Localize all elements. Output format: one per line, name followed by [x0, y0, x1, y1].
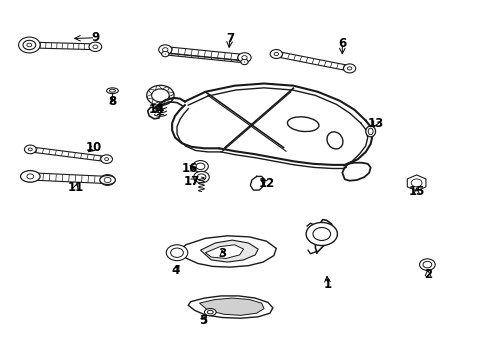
Polygon shape	[30, 147, 107, 162]
Circle shape	[89, 42, 102, 51]
Text: 16: 16	[181, 162, 198, 175]
Text: 3: 3	[218, 247, 226, 260]
Circle shape	[197, 174, 205, 180]
Text: 12: 12	[258, 177, 274, 190]
Ellipse shape	[20, 171, 40, 182]
Polygon shape	[165, 53, 244, 63]
Circle shape	[27, 43, 32, 47]
Circle shape	[170, 248, 183, 257]
Text: 4: 4	[172, 264, 180, 277]
Text: 17: 17	[183, 175, 200, 188]
Polygon shape	[177, 236, 276, 267]
Polygon shape	[30, 173, 108, 184]
Polygon shape	[200, 240, 258, 262]
Text: 11: 11	[67, 181, 84, 194]
Polygon shape	[29, 42, 95, 50]
Circle shape	[100, 175, 115, 185]
Text: 14: 14	[148, 103, 164, 116]
Ellipse shape	[106, 88, 118, 94]
Text: 13: 13	[366, 117, 383, 130]
Circle shape	[104, 158, 108, 161]
Circle shape	[410, 179, 421, 187]
Polygon shape	[188, 296, 272, 318]
Circle shape	[196, 163, 204, 170]
Ellipse shape	[365, 126, 375, 137]
Circle shape	[23, 171, 38, 182]
Circle shape	[151, 89, 169, 102]
Polygon shape	[199, 298, 264, 315]
Circle shape	[273, 52, 278, 55]
Circle shape	[166, 245, 187, 261]
Circle shape	[312, 228, 330, 240]
Circle shape	[161, 51, 169, 57]
Circle shape	[23, 40, 36, 50]
Text: 5: 5	[199, 314, 206, 327]
Circle shape	[237, 53, 251, 63]
Circle shape	[27, 174, 34, 179]
Circle shape	[19, 37, 40, 53]
Circle shape	[192, 161, 208, 172]
Text: 10: 10	[85, 141, 102, 154]
Circle shape	[269, 49, 282, 58]
Ellipse shape	[326, 132, 342, 149]
Circle shape	[101, 155, 112, 163]
Circle shape	[146, 85, 174, 105]
Circle shape	[305, 222, 337, 246]
Text: 6: 6	[338, 37, 346, 50]
Ellipse shape	[367, 128, 372, 135]
Ellipse shape	[204, 309, 216, 316]
Text: 2: 2	[423, 268, 431, 281]
Circle shape	[162, 48, 168, 52]
Ellipse shape	[100, 175, 115, 184]
Text: 15: 15	[407, 185, 424, 198]
Text: 9: 9	[91, 31, 99, 44]
Circle shape	[23, 41, 35, 49]
Polygon shape	[407, 175, 425, 191]
Circle shape	[419, 259, 434, 270]
Circle shape	[422, 261, 431, 268]
Circle shape	[193, 171, 209, 183]
Polygon shape	[275, 51, 350, 71]
Polygon shape	[164, 47, 244, 60]
Circle shape	[104, 177, 111, 183]
Circle shape	[346, 67, 351, 70]
Ellipse shape	[207, 310, 213, 314]
Ellipse shape	[109, 89, 115, 92]
Text: 1: 1	[323, 278, 331, 291]
Circle shape	[158, 45, 172, 55]
Text: 8: 8	[108, 95, 116, 108]
Circle shape	[343, 64, 355, 73]
Polygon shape	[205, 245, 243, 258]
Circle shape	[93, 45, 98, 49]
Text: 7: 7	[225, 32, 233, 45]
Circle shape	[240, 59, 247, 65]
Circle shape	[241, 55, 247, 60]
Circle shape	[28, 148, 32, 151]
Circle shape	[24, 145, 36, 154]
Ellipse shape	[287, 117, 318, 131]
